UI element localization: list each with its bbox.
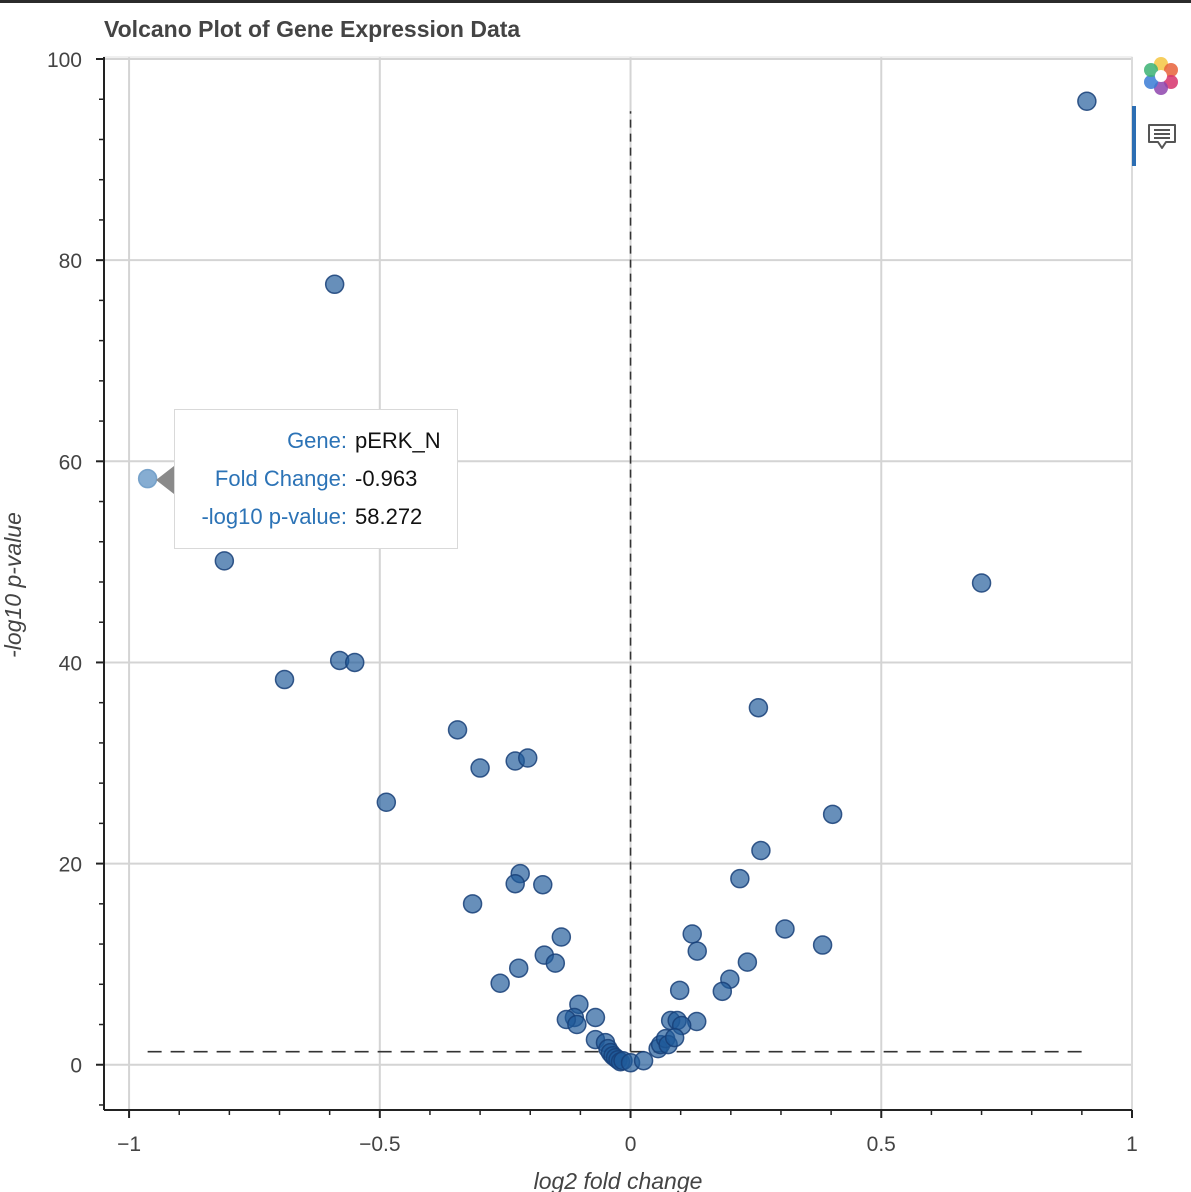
tooltip-value: -0.963: [355, 466, 418, 491]
y-axis-label: -log10 p-value: [0, 512, 26, 658]
tooltip-row-gene: Gene: pERK_N: [175, 428, 457, 458]
hover-tooltip: Gene: pERK_N Fold Change: -0.963 -log10 …: [174, 409, 458, 549]
tooltip-label: -log10 p-value:: [201, 504, 347, 529]
tooltip-label: Gene:: [287, 428, 347, 453]
data-point[interactable]: [730, 868, 750, 889]
data-point[interactable]: [376, 792, 397, 812]
y-tick-label: 80: [59, 250, 82, 273]
x-tick-label: 0.5: [867, 1133, 896, 1156]
y-tick-label: 20: [59, 854, 82, 877]
data-point[interactable]: [664, 1027, 685, 1048]
data-point[interactable]: [822, 804, 843, 825]
data-point[interactable]: [470, 758, 490, 778]
data-point[interactable]: [533, 874, 553, 895]
tooltip-row-pvalue: -log10 p-value: 58.272: [175, 504, 457, 534]
data-point[interactable]: [748, 697, 769, 718]
data-point[interactable]: [633, 1050, 654, 1071]
data-point[interactable]: [682, 924, 702, 944]
x-tick-label: 0: [625, 1133, 637, 1156]
y-tick-label: 0: [70, 1055, 82, 1078]
x-tick-label: 1: [1126, 1133, 1138, 1156]
x-axis: −1 −0.5 0 0.5 1: [104, 1109, 1138, 1156]
data-point-highlighted[interactable]: [137, 468, 158, 489]
bokeh-logo-icon[interactable]: [1141, 56, 1181, 96]
hover-tool-icon[interactable]: [1145, 120, 1179, 154]
tooltip-label: Fold Change:: [214, 466, 347, 491]
x-tick-label: −0.5: [359, 1133, 400, 1156]
data-point[interactable]: [812, 935, 833, 955]
data-point[interactable]: [447, 720, 468, 740]
data-point[interactable]: [775, 919, 795, 939]
data-point[interactable]: [274, 669, 295, 690]
plot-toolbar: [1132, 54, 1191, 174]
chart-title: Volcano Plot of Gene Expression Data: [104, 16, 521, 42]
tooltip-value: pERK_N: [355, 428, 441, 453]
data-point[interactable]: [214, 551, 235, 571]
tooltip-pointer: [156, 466, 174, 494]
active-tool-indicator: [1132, 106, 1136, 166]
y-tick-label: 60: [59, 451, 82, 474]
data-point[interactable]: [344, 652, 365, 673]
data-point[interactable]: [669, 980, 690, 1001]
data-point[interactable]: [324, 274, 345, 295]
data-point[interactable]: [737, 952, 758, 972]
y-tick-label: 100: [47, 49, 82, 72]
reference-lines: [147, 111, 1087, 1053]
data-point[interactable]: [462, 894, 483, 914]
y-tick-label: 40: [59, 652, 82, 675]
tooltip-value: 58.272: [355, 504, 423, 529]
data-point[interactable]: [505, 873, 525, 894]
data-point[interactable]: [687, 941, 707, 961]
data-point[interactable]: [971, 573, 992, 593]
data-point[interactable]: [545, 953, 566, 973]
tooltip-row-fold-change: Fold Change: -0.963: [175, 466, 457, 496]
data-point[interactable]: [585, 1007, 606, 1028]
data-point[interactable]: [567, 1014, 587, 1035]
data-point[interactable]: [712, 981, 733, 1002]
x-tick-label: −1: [117, 1133, 141, 1156]
data-point[interactable]: [508, 958, 529, 978]
y-axis: 0 20 40 60 80 100: [47, 49, 105, 1110]
data-point[interactable]: [551, 927, 572, 947]
data-point[interactable]: [517, 748, 538, 768]
data-point[interactable]: [490, 973, 510, 994]
data-point[interactable]: [751, 840, 771, 861]
top-border: [0, 0, 1191, 3]
data-point[interactable]: [1077, 91, 1097, 112]
x-axis-label: log2 fold change: [534, 1168, 703, 1192]
data-points[interactable]: [137, 91, 1097, 1073]
